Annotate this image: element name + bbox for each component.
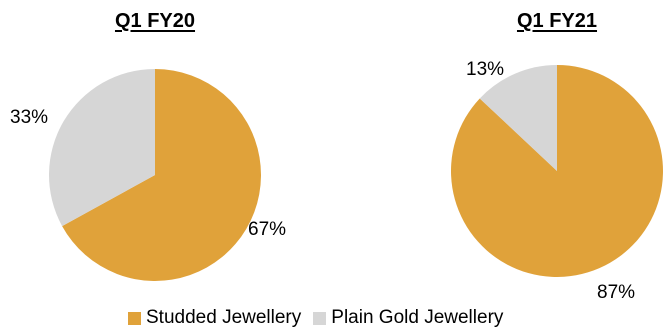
pie-slice-fy20-plain-gold [48, 68, 156, 227]
legend-swatch-plain-gold [313, 311, 327, 325]
legend-swatch-studded [128, 311, 141, 325]
legend: Studded Jewellery Plain Gold Jewellery [128, 307, 515, 329]
data-label-fy20-plain: 33% [10, 107, 49, 128]
data-label-fy21-plain: 13% [466, 59, 505, 80]
legend-label-plain-gold: Plain Gold Jewellery [331, 307, 504, 328]
pie-slice-fy21-studded [451, 65, 664, 277]
pie-slice-fy20-studded [62, 69, 261, 281]
legend-label-studded: Studded Jewellery [146, 307, 302, 328]
data-label-fy20-studded: 67% [248, 219, 287, 240]
legend-item-plain-gold: Plain Gold Jewellery [313, 307, 503, 329]
legend-item-studded: Studded Jewellery [128, 307, 301, 329]
pie-slice-fy21-plain-gold [479, 65, 557, 171]
chart-title-q1-fy20: Q1 FY20 [114, 10, 196, 32]
chart-title-q1-fy21: Q1 FY21 [516, 10, 598, 32]
data-label-fy21-studded: 87% [597, 282, 636, 303]
